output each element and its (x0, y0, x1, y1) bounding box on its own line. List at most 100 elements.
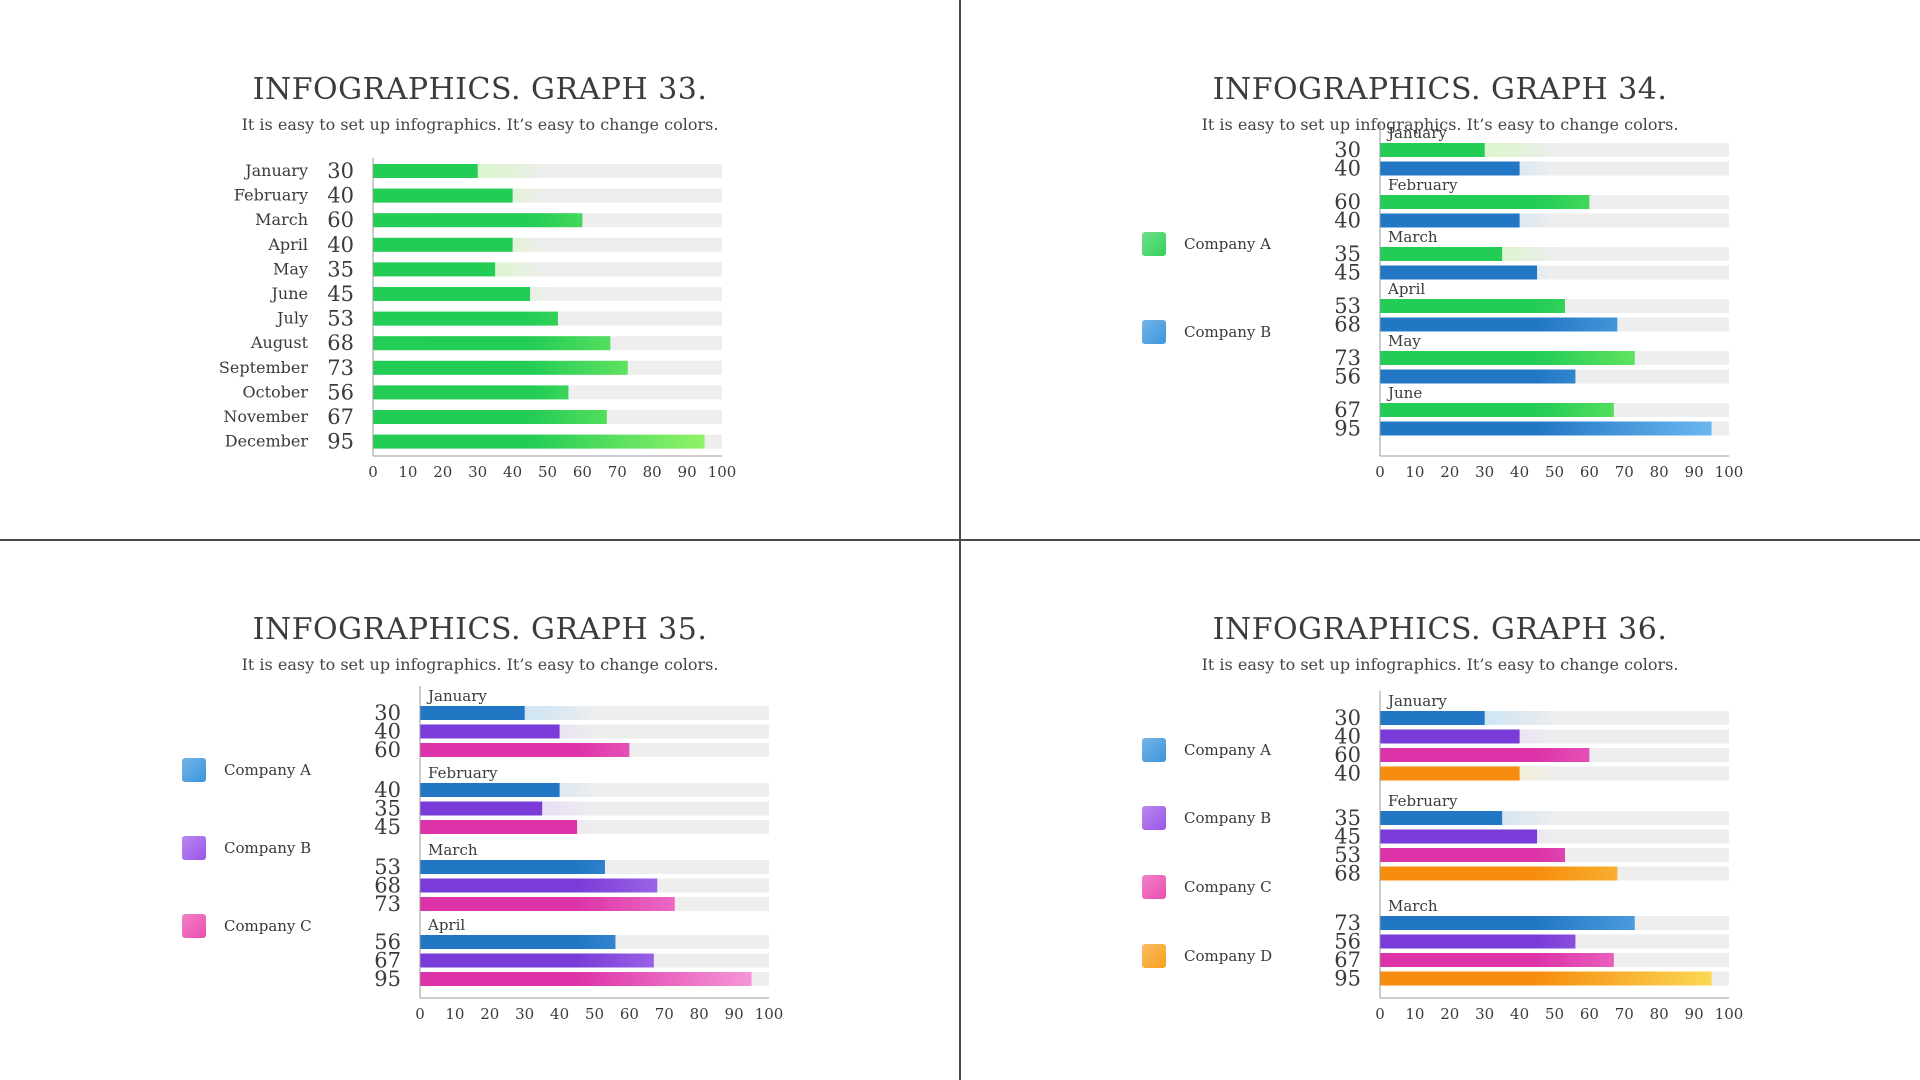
x-tick-label-50: 50 (1545, 1005, 1564, 1023)
legend-label-company-b: Company B (224, 839, 311, 857)
bar-march-company-b (420, 878, 658, 893)
category-label-july: July (275, 309, 308, 328)
graph-33-panel: INFOGRAPHICS. GRAPH 33. It is easy to se… (0, 0, 960, 540)
x-tick-label-70: 70 (1615, 463, 1634, 481)
x-tick-label-0: 0 (415, 1005, 425, 1023)
x-tick-label-100: 100 (708, 463, 737, 481)
category-label-june: June (270, 284, 309, 303)
bar-december (373, 434, 705, 449)
x-tick-label-90: 90 (1685, 1005, 1704, 1023)
x-tick-label-80: 80 (1650, 463, 1669, 481)
value-label-january-company-c: 60 (374, 738, 401, 762)
value-label-march-company-b: 56 (1334, 930, 1361, 954)
graph-36-chart: JanuaryFebruaryMarch30406040354553687356… (1142, 691, 1744, 1023)
value-label-february-company-a: 35 (1334, 806, 1361, 830)
bar-march-company-a (1380, 247, 1503, 261)
bar-march-company-c (1380, 953, 1614, 967)
value-label-july: 53 (327, 307, 354, 331)
x-tick-label-10: 10 (1405, 1005, 1424, 1023)
bar-november (373, 410, 607, 424)
bar-june (373, 287, 531, 301)
x-tick-label-70: 70 (608, 463, 627, 481)
value-label-january-company-a: 30 (1334, 706, 1361, 730)
legend-label-company-c: Company C (1184, 878, 1272, 896)
bar-february-company-c (420, 820, 578, 834)
category-label-june: June (1386, 384, 1422, 402)
category-label-january: January (1386, 124, 1447, 142)
category-label-december: December (225, 432, 309, 451)
bar-january-company-b (1380, 729, 1520, 744)
bar-february-company-b (420, 801, 543, 816)
legend-swatch-company-a (1142, 232, 1166, 256)
graph-33-subtitle: It is easy to set up infographics. It’s … (241, 115, 719, 134)
category-label-february: February (1388, 792, 1458, 810)
value-label-january-company-b: 40 (374, 720, 401, 744)
graph-33-chart: January February March April May June July Augu… (219, 158, 737, 481)
value-label-june-company-b: 95 (1334, 417, 1361, 441)
bar-february-company-d (1380, 866, 1618, 881)
x-tick-label-10: 10 (1405, 463, 1424, 481)
bar-april-company-a (1380, 299, 1565, 313)
bar-march-company-a (1380, 916, 1635, 930)
x-tick-label-30: 30 (468, 463, 487, 481)
bar-may-company-a (1380, 351, 1635, 365)
value-label-may-company-b: 56 (1334, 365, 1361, 389)
value-label-april-company-b: 67 (374, 949, 401, 973)
bar-february-company-b (1380, 213, 1520, 228)
value-label-march-company-a: 35 (1334, 242, 1361, 266)
category-label-september: September (219, 358, 308, 377)
value-label-april-company-b: 68 (1334, 313, 1361, 337)
bar-march-company-b (1380, 265, 1538, 280)
legend-label-company-a: Company A (1184, 741, 1271, 759)
category-label-february: February (234, 186, 308, 205)
x-tick-label-100: 100 (1715, 463, 1744, 481)
graph-34-title: INFOGRAPHICS. GRAPH 34. (1212, 72, 1668, 107)
bar-october (373, 385, 569, 400)
value-label-may: 35 (327, 257, 354, 281)
x-tick-label-100: 100 (755, 1005, 784, 1023)
category-label-august: August (250, 333, 309, 352)
value-label-march-company-a: 53 (374, 855, 401, 879)
value-label-november: 67 (327, 405, 354, 429)
bar-april-company-c (420, 972, 752, 986)
value-label-march-company-b: 45 (1334, 261, 1361, 285)
bar-march-company-c (420, 897, 675, 911)
category-label-march: March (1388, 228, 1438, 246)
x-tick-label-60: 60 (620, 1005, 639, 1023)
category-label-january: January (426, 687, 487, 705)
x-tick-label-20: 20 (480, 1005, 499, 1023)
value-label-august: 68 (327, 331, 354, 355)
bar-january-company-a (1380, 143, 1485, 157)
value-label-june: 45 (327, 282, 354, 306)
graph-35-subtitle: It is easy to set up infographics. It’s … (241, 655, 719, 674)
value-label-february-company-b: 45 (1334, 825, 1361, 849)
x-tick-label-50: 50 (538, 463, 557, 481)
legend-swatch-company-c (1142, 875, 1166, 899)
category-label-february: February (1388, 176, 1458, 194)
category-label-march: March (255, 210, 308, 229)
bar-january-company-b (1380, 161, 1520, 176)
x-tick-label-100: 100 (1715, 1005, 1744, 1023)
value-label-february-company-d: 68 (1334, 862, 1361, 886)
x-tick-label-90: 90 (725, 1005, 744, 1023)
x-tick-label-20: 20 (1440, 1005, 1459, 1023)
x-tick-label-30: 30 (515, 1005, 534, 1023)
graph-36-panel: INFOGRAPHICS. GRAPH 36. It is easy to se… (960, 540, 1920, 1080)
value-label-february-company-a: 40 (374, 778, 401, 802)
x-tick-label-40: 40 (1510, 1005, 1529, 1023)
value-label-march-company-a: 73 (1334, 911, 1361, 935)
x-tick-label-90: 90 (1685, 463, 1704, 481)
graph-36-subtitle: It is easy to set up infographics. It’s … (1201, 655, 1679, 674)
legend-label-company-a: Company A (224, 761, 311, 779)
value-label-january-company-a: 30 (1334, 138, 1361, 162)
category-label-october: October (243, 382, 309, 401)
value-label-march-company-c: 73 (374, 892, 401, 916)
bar-march-company-b (1380, 934, 1576, 949)
legend-label-company-c: Company C (224, 917, 312, 935)
x-tick-label-40: 40 (503, 463, 522, 481)
bar-january-company-a (1380, 711, 1485, 725)
x-tick-label-0: 0 (368, 463, 378, 481)
value-label-april-company-c: 95 (374, 967, 401, 991)
x-tick-label-20: 20 (1440, 463, 1459, 481)
x-tick-label-10: 10 (398, 463, 417, 481)
